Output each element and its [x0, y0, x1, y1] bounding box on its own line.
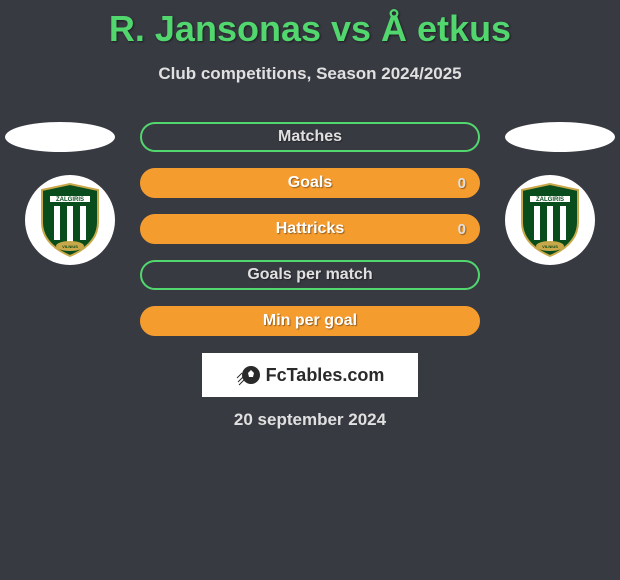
- date-label: 20 september 2024: [0, 410, 620, 430]
- stat-label: Goals: [288, 174, 332, 192]
- stat-row-goals: Goals 0: [140, 168, 480, 198]
- stat-row-min-per-goal: Min per goal: [140, 306, 480, 336]
- svg-text:ŽALGIRIS: ŽALGIRIS: [536, 195, 564, 203]
- stat-row-matches: Matches: [140, 122, 480, 152]
- logo-text: FcTables.com: [266, 365, 385, 386]
- page-title: R. Jansonas vs Å etkus: [0, 0, 620, 50]
- stat-label: Min per goal: [263, 312, 357, 330]
- page-subtitle: Club competitions, Season 2024/2025: [0, 64, 620, 84]
- stat-row-hattricks: Hattricks 0: [140, 214, 480, 244]
- stat-value-right: 0: [458, 175, 466, 192]
- stat-value-right: 0: [458, 221, 466, 238]
- player-indicator-right: [505, 122, 615, 152]
- player-indicator-left: [5, 122, 115, 152]
- stat-label: Goals per match: [247, 266, 372, 284]
- svg-text:ŽALGIRIS: ŽALGIRIS: [56, 195, 84, 203]
- stat-label: Matches: [278, 128, 342, 146]
- stat-rows-container: Matches Goals 0 Hattricks 0 Goals per ma…: [140, 122, 480, 352]
- source-logo: FcTables.com: [202, 353, 418, 397]
- team-badge-right: ŽALGIRIS VILNIUS: [505, 175, 595, 265]
- shield-icon: ŽALGIRIS VILNIUS: [518, 182, 582, 258]
- team-badge-left: ŽALGIRIS VILNIUS: [25, 175, 115, 265]
- stat-label: Hattricks: [276, 220, 344, 238]
- shield-icon: ŽALGIRIS VILNIUS: [38, 182, 102, 258]
- svg-text:VILNIUS: VILNIUS: [62, 244, 78, 249]
- svg-text:VILNIUS: VILNIUS: [542, 244, 558, 249]
- stat-row-goals-per-match: Goals per match: [140, 260, 480, 290]
- football-icon: [236, 364, 262, 386]
